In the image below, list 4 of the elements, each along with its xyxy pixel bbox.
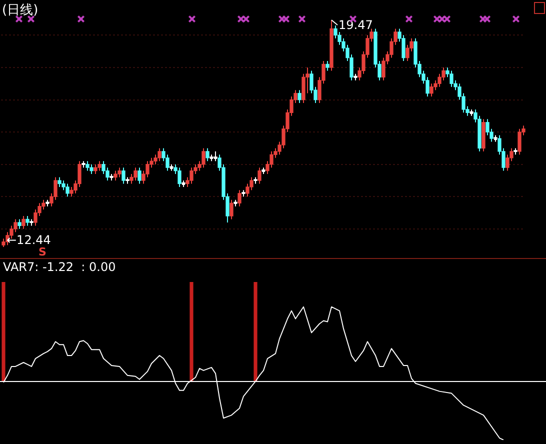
chart-title: (日线): [2, 2, 38, 19]
text: VAR7: -1.22 : 0.00: [3, 260, 116, 274]
annotation: S: [38, 245, 47, 258]
annotation: 19.47: [338, 18, 373, 32]
